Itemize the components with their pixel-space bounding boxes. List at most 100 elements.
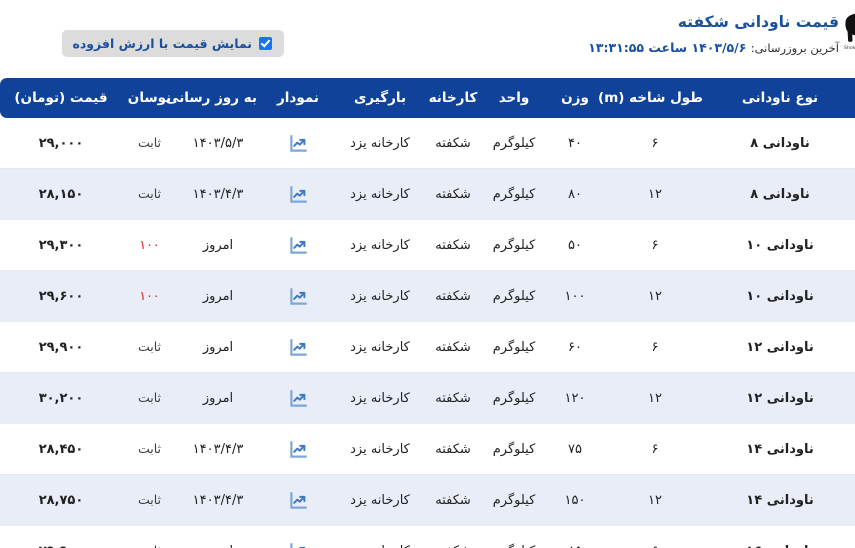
cell-fluctuation: ثابت <box>60 322 115 373</box>
cell-chart[interactable] <box>197 526 275 548</box>
price-table: ردیف نوع ناودانی طول شاخه (m) وزن واحد ک… <box>0 78 837 548</box>
column-header-type[interactable]: نوع ناودانی <box>643 78 793 118</box>
cell-chart[interactable] <box>197 169 275 220</box>
cell-fluctuation: ۱۰۰ <box>60 271 115 322</box>
cell-updated: ۱۴۰۳/۴/۳ <box>115 424 197 475</box>
cell-type: ناودانی ۱۶ <box>643 526 793 548</box>
cell-price: ۲۸,۱۵۰ <box>0 169 60 220</box>
cell-row-no: ۸ <box>793 475 837 526</box>
column-header-loading[interactable]: بارگیری <box>275 78 361 118</box>
cell-weight: ۶۰ <box>483 322 543 373</box>
cell-chart[interactable] <box>197 424 275 475</box>
chart-icon[interactable] <box>227 440 246 459</box>
column-header-weight[interactable]: وزن <box>483 78 543 118</box>
cell-length: ۱۲ <box>543 373 643 424</box>
column-header-price[interactable]: قیمت (تومان) <box>0 78 60 118</box>
column-header-factory[interactable]: کارخانه <box>361 78 421 118</box>
cell-length: ۱۲ <box>543 271 643 322</box>
column-header-unit[interactable]: واحد <box>421 78 483 118</box>
cell-loading: کارخانه یزد <box>275 271 361 322</box>
cell-chart[interactable] <box>197 322 275 373</box>
cell-chart[interactable] <box>197 271 275 322</box>
table-row[interactable]: ۳ ناودانی ۱۰ ۶ ۵۰ کیلوگرم شکفته کارخانه یزد امر… <box>0 220 837 271</box>
table-row[interactable]: ۷ ناودانی ۱۴ ۶ ۷۵ کیلوگرم شکفته کارخانه یزد ۱۴۰… <box>0 424 837 475</box>
page-title: قیمت ناودانی شکفته <box>526 12 777 32</box>
table-body: ۱ ناودانی ۸ ۶ ۴۰ کیلوگرم شکفته کارخانه یزد ۱۴۰۳… <box>0 118 837 548</box>
cell-updated: امروز <box>115 526 197 548</box>
cell-fluctuation: ثابت <box>60 169 115 220</box>
cell-fluctuation: ثابت <box>60 424 115 475</box>
cell-loading: کارخانه یزد <box>275 373 361 424</box>
cell-weight: ۱۵۰ <box>483 475 543 526</box>
cell-unit: کیلوگرم <box>421 271 483 322</box>
cell-chart[interactable] <box>197 373 275 424</box>
column-header-chart[interactable]: نمودار <box>197 78 275 118</box>
chart-icon[interactable] <box>227 542 246 548</box>
cell-row-no: ۴ <box>793 271 837 322</box>
table-row[interactable]: ۶ ناودانی ۱۲ ۱۲ ۱۲۰ کیلوگرم شکفته کارخانه یزد ا… <box>0 373 837 424</box>
vat-checkbox[interactable] <box>197 37 210 50</box>
table-row[interactable]: ۸ ناودانی ۱۴ ۱۲ ۱۵۰ کیلوگرم شکفته کارخانه یزد ۱… <box>0 475 837 526</box>
fluctuation-fixed-label: ثابت <box>76 543 99 548</box>
cell-chart[interactable] <box>197 118 275 169</box>
table-row[interactable]: ۱ ناودانی ۸ ۶ ۴۰ کیلوگرم شکفته کارخانه یزد ۱۴۰۳… <box>0 118 837 169</box>
cell-price: ۲۹,۶۰۰ <box>0 271 60 322</box>
chart-icon[interactable] <box>227 338 246 357</box>
cell-unit: کیلوگرم <box>421 526 483 548</box>
cell-row-no: ۲ <box>793 169 837 220</box>
chart-icon[interactable] <box>227 389 246 408</box>
column-header-updated[interactable]: به روز رسانی <box>115 78 197 118</box>
fluctuation-fixed-label: ثابت <box>76 441 99 456</box>
cell-weight: ۱۲۰ <box>483 373 543 424</box>
fluctuation-fixed-label: ثابت <box>76 135 99 150</box>
last-update-line: آخرین بروزرسانی: ۱۴۰۳/۵/۶ ساعت ۱۳:۳۱:۵۵ <box>526 40 777 56</box>
cell-price: ۳۰,۲۰۰ <box>0 373 60 424</box>
cell-length: ۱۲ <box>543 169 643 220</box>
cell-updated: ۱۴۰۳/۴/۳ <box>115 475 197 526</box>
cell-weight: ۵۰ <box>483 220 543 271</box>
chart-icon[interactable] <box>227 185 246 204</box>
column-header-row-no[interactable]: ردیف <box>793 78 837 118</box>
cell-fluctuation: ثابت <box>60 118 115 169</box>
cell-unit: کیلوگرم <box>421 475 483 526</box>
cell-updated: امروز <box>115 322 197 373</box>
cell-loading: کارخانه یزد <box>275 220 361 271</box>
vat-toggle[interactable]: نمایش قیمت با ارزش افزوده <box>0 30 222 57</box>
table-row[interactable]: ۴ ناودانی ۱۰ ۱۲ ۱۰۰ کیلوگرم شکفته کارخانه یزد ا… <box>0 271 837 322</box>
cell-updated: امروز <box>115 220 197 271</box>
cell-fluctuation: ۱۰۰ <box>60 220 115 271</box>
cell-factory: شکفته <box>361 220 421 271</box>
cell-type: ناودانی ۸ <box>643 118 793 169</box>
last-update-label: آخرین بروزرسانی: <box>689 41 777 55</box>
cell-price: ۲۹,۰۰۰ <box>0 118 60 169</box>
column-header-fluctuation[interactable]: نوسان <box>60 78 115 118</box>
cell-row-no: ۷ <box>793 424 837 475</box>
cell-type: ناودانی ۱۴ <box>643 475 793 526</box>
table-row[interactable]: ۲ ناودانی ۸ ۱۲ ۸۰ کیلوگرم شکفته کارخانه یزد ۱۴۰… <box>0 169 837 220</box>
cell-type: ناودانی ۱۲ <box>643 373 793 424</box>
cell-updated: ۱۴۰۳/۴/۳ <box>115 169 197 220</box>
cell-row-no: ۹ <box>793 526 837 548</box>
cell-chart[interactable] <box>197 475 275 526</box>
cell-price: ۲۹,۹۰۰ <box>0 322 60 373</box>
cell-loading: کارخانه یزد <box>275 118 361 169</box>
cell-length: ۶ <box>543 322 643 373</box>
price-table-page: Shokofteh Industrial Group قیمت ناودانی … <box>0 0 855 548</box>
cell-updated: امروز <box>115 373 197 424</box>
table-row[interactable]: ۹ناودانی ۱۶۶۸۵کیلوگرمشکفتهکارخانه یزد امر… <box>0 526 837 548</box>
cell-chart[interactable] <box>197 220 275 271</box>
cell-updated: ۱۴۰۳/۵/۳ <box>115 118 197 169</box>
column-header-length[interactable]: طول شاخه (m) <box>543 78 643 118</box>
price-table-wrap: ردیف نوع ناودانی طول شاخه (m) وزن واحد ک… <box>18 78 837 548</box>
title-block: قیمت ناودانی شکفته آخرین بروزرسانی: ۱۴۰۳… <box>526 12 777 56</box>
chart-icon[interactable] <box>227 287 246 306</box>
chart-icon[interactable] <box>227 491 246 510</box>
cell-weight: ۴۰ <box>483 118 543 169</box>
cell-fluctuation: ثابت <box>60 526 115 548</box>
chart-icon[interactable] <box>227 134 246 153</box>
table-row[interactable]: ۵ ناودانی ۱۲ ۶ ۶۰ کیلوگرم شکفته کارخانه یزد امر… <box>0 322 837 373</box>
cell-unit: کیلوگرم <box>421 169 483 220</box>
cell-unit: کیلوگرم <box>421 118 483 169</box>
cell-loading: کارخانه یزد <box>275 322 361 373</box>
chart-icon[interactable] <box>227 236 246 255</box>
